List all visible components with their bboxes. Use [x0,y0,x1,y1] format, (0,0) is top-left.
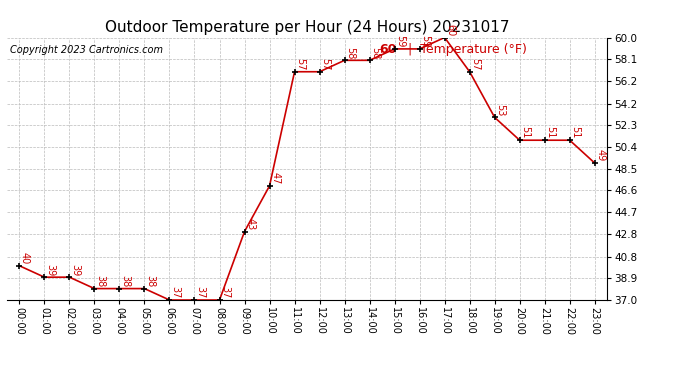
Text: 59: 59 [395,35,405,48]
Text: 40: 40 [20,252,30,264]
Text: Copyright 2023 Cartronics.com: Copyright 2023 Cartronics.com [10,45,163,56]
Text: 37: 37 [220,286,230,298]
Text: 58: 58 [345,46,355,59]
Text: 59: 59 [420,35,430,48]
Text: 58: 58 [370,46,380,59]
Text: 53: 53 [495,104,505,116]
Text: 39: 39 [70,264,80,276]
Text: 37: 37 [195,286,205,298]
Text: 37: 37 [170,286,180,298]
Text: 38: 38 [120,275,130,287]
Text: 39: 39 [45,264,55,276]
Text: 38: 38 [145,275,155,287]
Text: 51: 51 [520,126,530,139]
Text: 43: 43 [245,218,255,230]
Text: 57: 57 [320,58,330,70]
Text: 47: 47 [270,172,280,184]
Text: 57: 57 [470,58,480,70]
Text: 51: 51 [545,126,555,139]
Title: Outdoor Temperature per Hour (24 Hours) 20231017: Outdoor Temperature per Hour (24 Hours) … [105,20,509,35]
Text: 38: 38 [95,275,105,287]
Text: 60: 60 [379,43,397,56]
Text: 49: 49 [595,149,605,162]
Text: 57: 57 [295,58,305,70]
Text: 51: 51 [570,126,580,139]
Text: |  Temperature (°F): | Temperature (°F) [400,43,527,56]
Text: 60: 60 [445,24,455,36]
